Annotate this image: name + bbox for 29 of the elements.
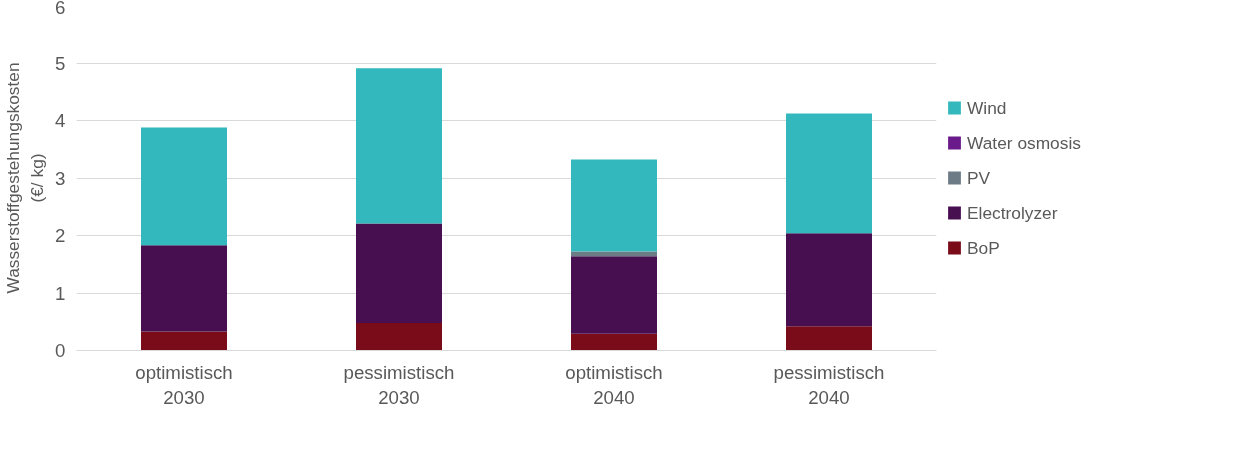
- y-tick-label: 2: [55, 225, 66, 246]
- y-tick-label: 6: [55, 0, 66, 18]
- y-tick-label: 4: [55, 110, 66, 131]
- bar: [356, 68, 442, 224]
- x-tick-label: optimistisch 2040: [565, 361, 663, 408]
- bar: [356, 223, 442, 323]
- x-tick-label: pessimistisch 2030: [343, 361, 455, 408]
- x-tick-label: pessimistisch 2040: [773, 361, 885, 408]
- bar: [141, 127, 227, 246]
- legend-label: BoP: [967, 237, 1000, 258]
- bar: [571, 159, 657, 252]
- y-tick-label: 3: [55, 167, 66, 189]
- y-tick-label: 5: [55, 52, 66, 74]
- bar: [356, 322, 442, 351]
- bar: [141, 245, 227, 332]
- x-tick-label: optimistisch 2030: [135, 361, 233, 408]
- bar: [571, 333, 657, 351]
- legend-label: PV: [967, 167, 991, 188]
- y-tick-label: 0: [55, 340, 66, 361]
- bar: [786, 326, 872, 351]
- bar: [141, 331, 227, 351]
- bar: [786, 113, 872, 234]
- bar: [571, 256, 657, 334]
- y-axis-title: Wasserstoffgestehungskosten (€/ kg): [3, 62, 48, 294]
- legend-label: Water osmosis: [967, 132, 1081, 153]
- legend-label: Electrolyzer: [967, 202, 1058, 223]
- legend-label: Wind: [967, 97, 1007, 118]
- bar: [786, 233, 872, 327]
- y-tick-label: 1: [55, 282, 66, 304]
